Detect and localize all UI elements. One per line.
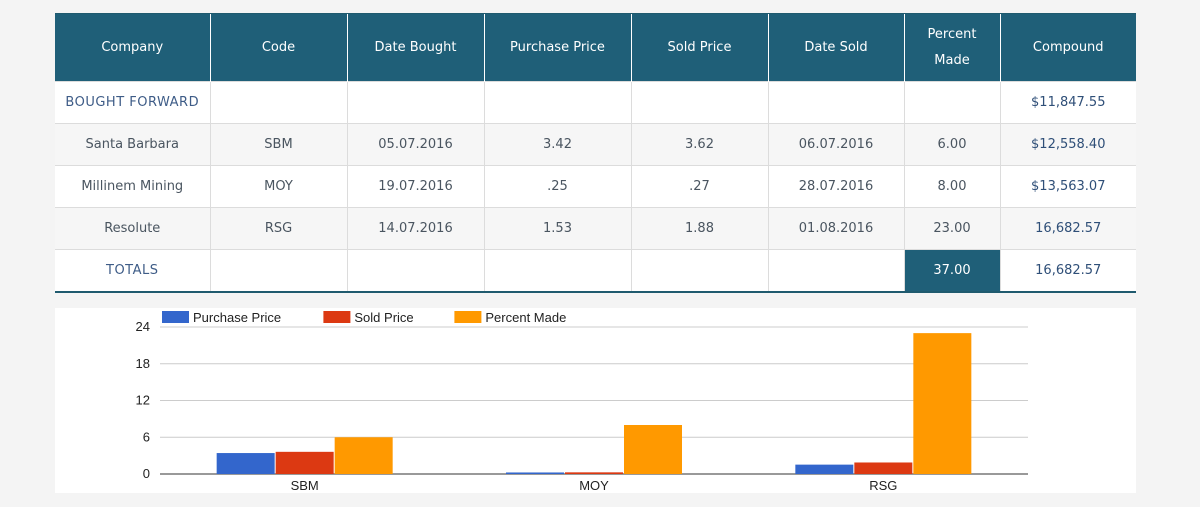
cell-sold-price: 1.88 xyxy=(630,207,768,250)
bar xyxy=(795,464,854,474)
bar-chart: 0 6 12 18 24 Purchase Price Sold Price Percent … xyxy=(136,310,1028,493)
cell-company: Resolute xyxy=(55,207,210,250)
bar xyxy=(565,472,623,474)
header-company: Company xyxy=(55,14,210,82)
cell-compound: 16,682.57 xyxy=(999,249,1136,291)
cell-date-bought xyxy=(346,81,484,124)
bar xyxy=(913,333,972,474)
cell-sold-price: 3.62 xyxy=(630,123,768,166)
legend-swatch xyxy=(323,311,351,323)
cell-date-bought: 19.07.2016 xyxy=(346,165,484,208)
cell-date-bought xyxy=(346,249,484,291)
cell-compound: $13,563.07 xyxy=(999,165,1136,208)
cell-company: BOUGHT FORWARD xyxy=(55,81,210,124)
cell-code xyxy=(209,81,347,124)
header-percent-made: Percent Made xyxy=(903,14,1000,82)
legend-swatch xyxy=(162,311,189,323)
legend-label: Sold Price xyxy=(354,310,413,325)
bar-chart-container: 0 6 12 18 24 Purchase Price Sold Price Percent … xyxy=(55,308,1136,493)
cell-purchase-price: 3.42 xyxy=(483,123,631,166)
header-sold-price: Sold Price xyxy=(630,14,768,82)
cell-date-sold xyxy=(767,249,904,291)
bar xyxy=(506,472,564,474)
cell-company: Millinem Mining xyxy=(55,165,210,208)
cell-purchase-price xyxy=(483,249,631,291)
cell-compound: $12,558.40 xyxy=(999,123,1136,166)
header-date-sold: Date Sold xyxy=(767,14,904,82)
cell-company: TOTALS xyxy=(55,249,210,291)
cell-date-sold xyxy=(767,81,904,124)
y-tick-label: 18 xyxy=(136,356,150,371)
cell-purchase-price: 1.53 xyxy=(483,207,631,250)
cell-date-sold: 06.07.2016 xyxy=(767,123,904,166)
table-row: Resolute RSG 14.07.2016 1.53 1.88 01.08.… xyxy=(55,207,1136,250)
bar xyxy=(334,437,393,474)
trades-table-container: Company Code Date Bought Purchase Price … xyxy=(55,13,1136,293)
cell-company: Santa Barbara xyxy=(55,123,210,166)
cell-code: RSG xyxy=(209,207,347,250)
table-row-totals: TOTALS 37.00 16,682.57 xyxy=(55,249,1136,291)
cell-sold-price xyxy=(630,249,768,291)
cell-code: MOY xyxy=(209,165,347,208)
header-code: Code xyxy=(209,14,347,82)
cell-percent-made-total: 37.00 xyxy=(903,249,1000,291)
cell-percent-made xyxy=(903,81,1000,124)
table-row: Santa Barbara SBM 05.07.2016 3.42 3.62 0… xyxy=(55,123,1136,166)
header-purchase-price: Purchase Price xyxy=(483,14,631,82)
cell-compound: 16,682.57 xyxy=(999,207,1136,250)
y-tick-label: 12 xyxy=(136,393,150,408)
bar xyxy=(216,453,275,474)
cell-date-bought: 14.07.2016 xyxy=(346,207,484,250)
header-compound: Compound xyxy=(999,14,1136,82)
cell-purchase-price xyxy=(483,81,631,124)
header-date-bought: Date Bought xyxy=(346,14,484,82)
cell-percent-made: 8.00 xyxy=(903,165,1000,208)
table-row: BOUGHT FORWARD $11,847.55 xyxy=(55,81,1136,124)
x-tick-label: SBM xyxy=(291,478,319,493)
trades-table: Company Code Date Bought Purchase Price … xyxy=(55,14,1136,291)
cell-code xyxy=(209,249,347,291)
cell-code: SBM xyxy=(209,123,347,166)
y-tick-label: 24 xyxy=(136,319,150,334)
cell-sold-price xyxy=(630,81,768,124)
table-row: Millinem Mining MOY 19.07.2016 .25 .27 2… xyxy=(55,165,1136,208)
bar xyxy=(275,451,334,474)
legend-label: Percent Made xyxy=(485,310,566,325)
bar xyxy=(854,462,913,474)
legend-label: Purchase Price xyxy=(193,310,281,325)
cell-date-sold: 01.08.2016 xyxy=(767,207,904,250)
cell-date-bought: 05.07.2016 xyxy=(346,123,484,166)
cell-percent-made: 23.00 xyxy=(903,207,1000,250)
y-tick-label: 6 xyxy=(143,429,150,444)
cell-percent-made: 6.00 xyxy=(903,123,1000,166)
table-header-row: Company Code Date Bought Purchase Price … xyxy=(55,14,1136,82)
legend-swatch xyxy=(454,311,482,323)
cell-date-sold: 28.07.2016 xyxy=(767,165,904,208)
cell-sold-price: .27 xyxy=(630,165,768,208)
bar xyxy=(624,425,682,474)
x-tick-label: RSG xyxy=(869,478,897,493)
x-tick-label: MOY xyxy=(579,478,609,493)
cell-compound: $11,847.55 xyxy=(999,81,1136,124)
y-tick-label: 0 xyxy=(143,466,150,481)
cell-purchase-price: .25 xyxy=(483,165,631,208)
